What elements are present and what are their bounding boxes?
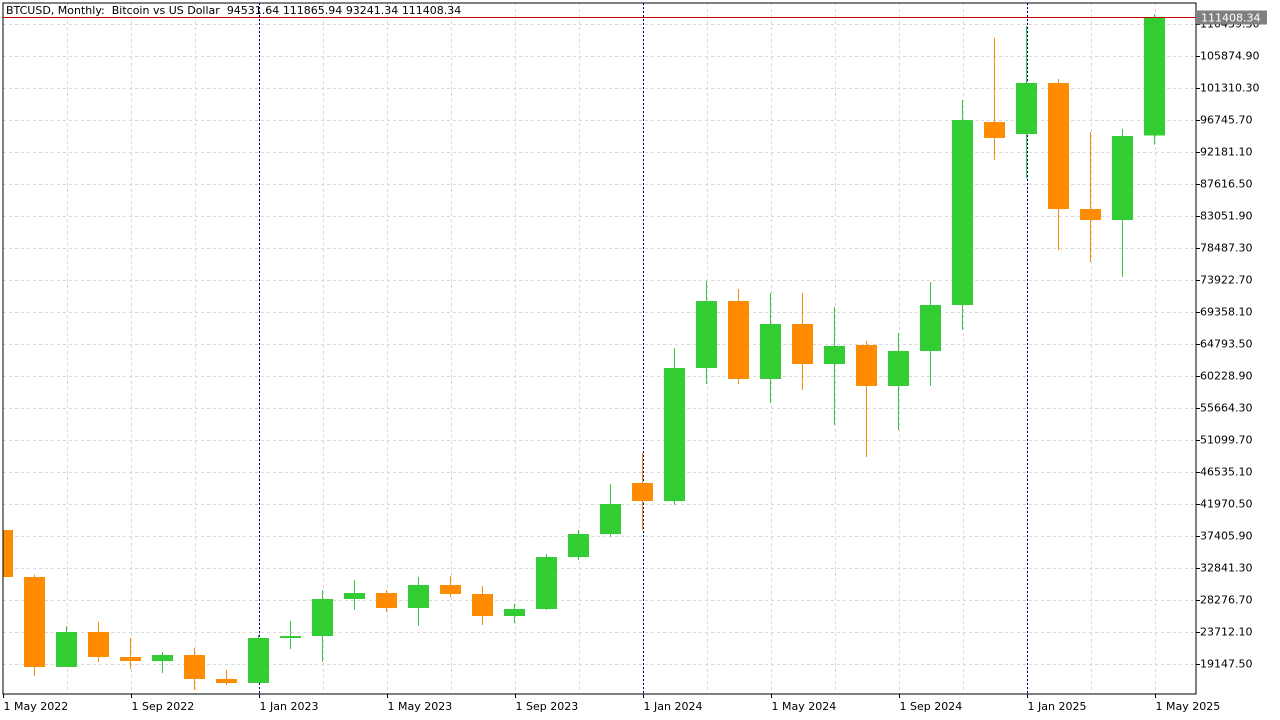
x-tick-label: 1 May 2022: [4, 700, 69, 713]
candle-body: [696, 301, 717, 369]
y-tick-label: 92181.10: [1200, 146, 1253, 159]
candle-body: [504, 608, 525, 617]
candle-body: [760, 323, 781, 380]
candle-body: [920, 305, 941, 352]
x-tick-label: 1 Jan 2023: [260, 700, 319, 713]
y-tick-label: 37405.90: [1200, 530, 1253, 543]
y-tick-label: 28276.70: [1200, 594, 1253, 607]
symbol-title: BTCUSD, Monthly: Bitcoin vs US Dollar: [6, 4, 220, 17]
candle-body: [536, 557, 557, 609]
y-tick-label: 73922.70: [1200, 274, 1253, 287]
x-tick-label: 1 May 2025: [1156, 700, 1221, 713]
candle-body: [248, 637, 269, 684]
y-tick-label: 32841.30: [1200, 562, 1253, 575]
candle-body: [376, 592, 397, 609]
y-tick-label: 64793.50: [1200, 338, 1253, 351]
candle-body: [728, 301, 749, 380]
candle-body: [1112, 136, 1133, 221]
candle-body: [984, 122, 1005, 139]
y-tick-label: 83051.90: [1200, 210, 1253, 223]
candle-body: [1048, 83, 1069, 210]
candle-body: [440, 585, 461, 595]
last-high: 111865.94: [283, 4, 343, 17]
y-tick-label: 69358.10: [1200, 306, 1253, 319]
candle-body: [792, 323, 813, 365]
candle-body: [344, 592, 365, 600]
y-tick-label: 55664.30: [1200, 402, 1253, 415]
candle-body: [280, 636, 301, 638]
x-tick-label: 1 Sep 2023: [516, 700, 579, 713]
chart-title: BTCUSD, Monthly: Bitcoin vs US Dollar 94…: [6, 4, 461, 17]
candle-body: [952, 120, 973, 306]
y-tick-label: 78487.30: [1200, 242, 1253, 255]
candle-body: [824, 346, 845, 365]
candle-body: [664, 368, 685, 502]
candle-body: [3, 530, 13, 578]
candle-body: [1016, 83, 1037, 135]
price-tag: [1197, 10, 1267, 25]
last-close: 111408.34: [402, 4, 462, 17]
x-tick-label: 1 Jan 2025: [1028, 700, 1087, 713]
x-tick-label: 1 Sep 2024: [900, 700, 963, 713]
candle-body: [184, 655, 205, 679]
price-tag-label: 111408.34: [1201, 12, 1261, 25]
y-tick-label: 23712.10: [1200, 626, 1253, 639]
y-tick-label: 87616.50: [1200, 178, 1253, 191]
candle-body: [408, 585, 429, 609]
candle-body: [56, 631, 77, 667]
y-tick-label: 101310.30: [1200, 82, 1260, 95]
x-tick-label: 1 Sep 2022: [132, 700, 195, 713]
candle-body: [888, 351, 909, 386]
candle-body: [1144, 17, 1165, 136]
last-open: 94531.64: [227, 4, 280, 17]
candle-body: [24, 577, 45, 667]
plot-frame: [2, 2, 1197, 695]
candle-body: [216, 678, 237, 684]
axes: 19147.50 23712.10 28276.70 32841.30 37405.90…: [3, 18, 1260, 713]
candle-body: [568, 533, 589, 558]
candle-body: [600, 504, 621, 534]
x-tick-label: 1 Jan 2024: [644, 700, 703, 713]
candle-body: [120, 656, 141, 662]
last-low: 93241.34: [346, 4, 399, 17]
candle-body: [856, 345, 877, 386]
y-tick-label: 96745.70: [1200, 114, 1253, 127]
candle-body: [312, 599, 333, 637]
y-tick-label: 105874.90: [1200, 50, 1260, 63]
candle-body: [632, 482, 653, 502]
candle-body: [152, 655, 173, 662]
y-tick-label: 19147.50: [1200, 658, 1253, 671]
candle-body: [88, 631, 109, 657]
candles: [3, 13, 1165, 690]
x-tick-label: 1 May 2023: [388, 700, 453, 713]
y-tick-label: 46535.10: [1200, 466, 1253, 479]
candle-body: [472, 594, 493, 617]
x-tick-label: 1 May 2024: [772, 700, 837, 713]
y-tick-label: 41970.50: [1200, 498, 1253, 511]
y-tick-label: 60228.90: [1200, 370, 1253, 383]
y-tick-label: 51099.70: [1200, 434, 1253, 447]
candle-body: [1080, 209, 1101, 221]
spacer: [220, 4, 227, 17]
grid: [3, 3, 1196, 694]
